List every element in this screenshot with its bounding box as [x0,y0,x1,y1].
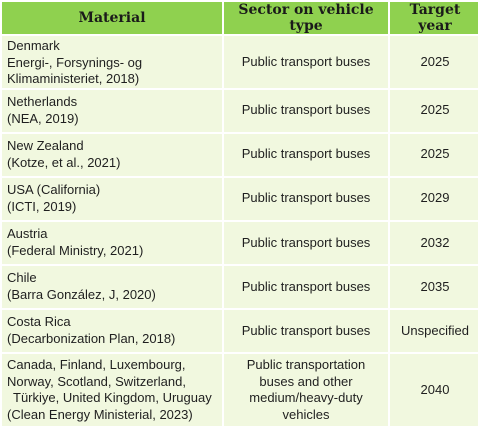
sector-line: buses and other [259,373,353,389]
material-line: Costa Rica [7,314,71,330]
sector-line: Public transportation [246,357,366,372]
material-line: Chile [7,270,37,286]
material-cell: Austria (Federal Ministry, 2021) [2,221,222,264]
material-cell: Chile (Barra González, J, 2020) [2,265,222,308]
sector-line: Public transport buses [241,190,371,206]
table-row: USA (California) (ICTI, 2019) Public tra… [2,177,478,220]
table-row: Netherlands (NEA, 2019) Public transport… [2,89,478,132]
table-row: Canada, Finland, Luxembourg, Norway, Sco… [2,354,478,426]
sector-cell: Public transport buses [224,36,388,88]
table-row: Austria (Federal Ministry, 2021) Public … [2,221,478,264]
material-line: Canada, Finland, Luxembourg, [7,357,186,372]
material-line: USA (California) [7,182,101,198]
target-year-cell: 2029 [390,177,478,220]
material-line: (Federal Ministry, 2021) [7,242,144,258]
sector-line: Public transport buses [241,278,371,294]
material-line: Energi-, Forsynings- og [7,54,143,70]
target-year-cell: 2040 [390,354,478,426]
material-line: (NEA, 2019) [7,110,79,126]
sector-line: Public transport buses [241,146,371,162]
table-row: Chile (Barra González, J, 2020) Public t… [2,265,478,308]
target-year-cell: 2035 [390,265,478,308]
sector-line: medium/heavy-duty [249,390,363,405]
sector-cell: Public transport buses [224,133,388,176]
material-line: (Decarbonization Plan, 2018) [7,330,176,346]
header-target-year: Target year [390,2,478,34]
sector-cell: Public transport buses [224,89,388,132]
sector-cell: Public transport buses [224,221,388,264]
sector-line: vehicles [282,406,330,422]
material-line: Klimaministeriet, 2018) [7,71,140,86]
sector-cell: Public transportation buses and other me… [224,354,388,426]
header-sector: Sector on vehicle type [224,2,388,34]
target-year-cell: Unspecified [390,309,478,352]
target-year-cell: 2032 [390,221,478,264]
target-year-cell: 2025 [390,36,478,88]
sector-line: Public transport buses [241,234,371,250]
material-cell: New Zealand (Kotze, et al., 2021) [2,133,222,176]
material-cell: Costa Rica (Decarbonization Plan, 2018) [2,309,222,352]
header-material: Material [2,2,222,34]
material-line: (Kotze, et al., 2021) [7,154,121,170]
table-row: Denmark Energi-, Forsynings- og Klimamin… [2,36,478,88]
target-year-cell: 2025 [390,133,478,176]
material-line: Denmark [7,38,60,53]
material-line: Türkiye, United Kingdom, Uruguay [13,390,212,405]
material-cell: Netherlands (NEA, 2019) [2,89,222,132]
table-row: Costa Rica (Decarbonization Plan, 2018) … [2,309,478,352]
material-line: Netherlands [7,94,78,110]
sector-cell: Public transport buses [224,309,388,352]
table-header-row: Material Sector on vehicle type Target y… [2,2,478,34]
material-cell: Canada, Finland, Luxembourg, Norway, Sco… [2,354,222,426]
material-line: New Zealand [7,138,84,154]
material-line: (ICTI, 2019) [7,198,77,214]
target-year-cell: 2025 [390,89,478,132]
sector-line: Public transport buses [241,102,371,118]
material-line: Norway, Scotland, Switzerland, [7,373,186,389]
material-line: (Clean Energy Ministerial, 2023) [7,406,193,422]
material-cell: Denmark Energi-, Forsynings- og Klimamin… [2,36,222,88]
sector-line: Public transport buses [241,53,371,69]
material-cell: USA (California) (ICTI, 2019) [2,177,222,220]
sector-cell: Public transport buses [224,265,388,308]
sector-cell: Public transport buses [224,177,388,220]
sector-line: Public transport buses [241,322,371,338]
material-line: Austria [7,226,48,242]
material-line: (Barra González, J, 2020) [7,286,156,302]
table-row: New Zealand (Kotze, et al., 2021) Public… [2,133,478,176]
